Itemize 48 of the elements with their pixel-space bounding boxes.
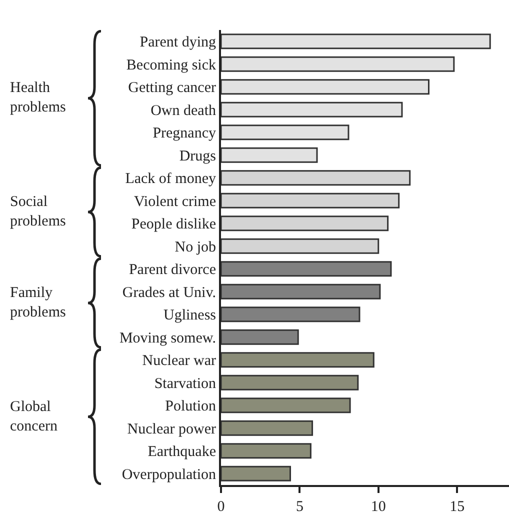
- bar: [221, 398, 351, 414]
- bar: [221, 329, 299, 345]
- bar: [221, 147, 318, 163]
- bar: [221, 216, 389, 232]
- bar: [221, 374, 359, 390]
- y-tick-label: Pregnancy: [152, 126, 216, 142]
- y-tick-label: Grades at Univ.: [122, 284, 216, 301]
- bar: [221, 261, 392, 277]
- y-tick-label: Ugliness: [164, 308, 216, 324]
- bar: [221, 466, 291, 482]
- bar: [221, 124, 350, 140]
- y-tick-label: Parent divorce: [128, 262, 216, 278]
- y-tick-label: Nuclear war: [142, 353, 216, 370]
- text: Social problems: [10, 194, 66, 230]
- text: Health problems: [10, 80, 66, 116]
- y-tick-label: Overpopulation: [122, 466, 216, 483]
- bar: [221, 56, 455, 72]
- y-tick-label: Starvation: [154, 376, 216, 392]
- x-tick-label: 5: [296, 499, 304, 515]
- bar: [221, 238, 380, 254]
- y-tick-label: Own death: [150, 102, 216, 119]
- y-tick-label: Getting cancer: [128, 80, 216, 96]
- y-tick-label: Lack of money: [125, 171, 216, 188]
- y-tick-label: Polution: [165, 398, 216, 415]
- bar: [221, 102, 403, 118]
- y-tick-label: Becoming sick: [126, 57, 216, 74]
- y-tick-label: Drugs: [179, 148, 216, 164]
- y-tick-label: No job: [174, 239, 216, 256]
- bar: [221, 420, 314, 436]
- bar: [221, 284, 381, 300]
- bar: [221, 352, 374, 368]
- y-tick-label: Parent dying: [140, 34, 216, 51]
- bar: [221, 34, 491, 50]
- bar: [221, 443, 312, 459]
- bar: [221, 79, 430, 95]
- y-tick-label: Earthquake: [148, 444, 216, 460]
- text: Family problems: [10, 285, 66, 320]
- x-tick-label: 0: [217, 499, 225, 515]
- bar: [221, 170, 411, 186]
- y-tick-label: Violent crime: [134, 194, 216, 210]
- y-tick-label: Moving somew.: [119, 330, 216, 346]
- x-tick-label: 10: [370, 499, 386, 515]
- bar: [221, 192, 400, 208]
- y-tick-label: Nuclear power: [127, 421, 216, 438]
- x-tick-label: 15: [450, 499, 465, 515]
- y-tick-label: People dislike: [131, 216, 216, 233]
- text: Global concern: [10, 399, 58, 434]
- bar: [221, 306, 360, 322]
